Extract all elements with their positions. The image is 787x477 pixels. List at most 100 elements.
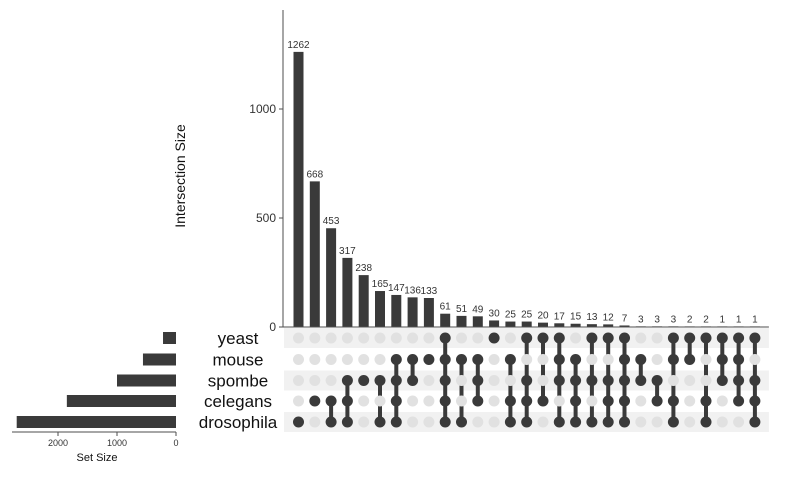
bar-value-label: 2 [703,314,709,325]
matrix-dot-inactive [684,375,696,386]
matrix-dot-active [749,416,761,428]
set-name-label: mouse [212,351,263,370]
matrix-dot-active [407,354,419,365]
matrix-dot-active [456,416,467,428]
matrix-dot-active [570,416,582,428]
matrix-dot-active [602,375,614,386]
matrix-dot-active [700,416,712,428]
set-name-label: drosophila [199,413,278,432]
matrix-dot-active [602,395,614,407]
matrix-dot-active [570,375,582,386]
matrix-dot-inactive [602,354,614,365]
matrix-dot-inactive [456,332,467,344]
matrix-dot-active [390,354,402,365]
matrix-dot-inactive [423,332,435,344]
matrix-dot-inactive [293,375,304,386]
matrix-dot-active [570,354,582,365]
matrix-dot-inactive [472,416,484,428]
intersection-bar [505,321,516,327]
matrix-dot-inactive [684,416,696,428]
bar-value-label: 3 [638,314,644,325]
matrix-dot-active [733,395,745,407]
matrix-dot-active [619,416,630,428]
matrix-dot-inactive [309,416,321,428]
matrix-dot-active [423,354,435,365]
matrix-dot-inactive [325,375,337,386]
matrix-dot-inactive [341,332,353,344]
matrix-dot-active [390,395,402,407]
matrix-dot-active [374,375,386,386]
matrix-dot-inactive [488,375,500,386]
matrix-dot-active [651,375,663,386]
matrix-dot-inactive [358,354,370,365]
matrix-dot-active [635,375,647,386]
matrix-dot-inactive [586,395,598,407]
matrix-dot-active [733,354,745,365]
matrix-dot-active [325,416,337,428]
intersection-bar [407,297,418,327]
bar-value-label: 147 [388,283,405,294]
matrix-dot-active [439,332,451,344]
matrix-dot-active [358,375,370,386]
matrix-dot-inactive [521,354,533,365]
matrix-dot-active [439,375,451,386]
matrix-dot-inactive [586,354,598,365]
intersection-bar [456,315,467,327]
matrix-dot-inactive [635,416,647,428]
bar-value-label: 453 [323,216,340,227]
bar-value-label: 1 [752,314,758,325]
matrix-dot-active [439,416,451,428]
matrix-dot-active [619,354,630,365]
matrix-dot-inactive [407,332,419,344]
matrix-dot-active [749,332,761,344]
matrix-dot-active [716,354,728,365]
intersection-bar [619,325,630,327]
matrix-dot-active [619,395,630,407]
matrix-dot-inactive [374,332,386,344]
set-name-label: celegans [204,392,272,411]
bar-value-label: 25 [521,310,533,321]
matrix-dot-inactive [749,354,761,365]
set-name-label: spombe [208,372,268,391]
matrix-dot-active [439,354,451,365]
bar-value-label: 17 [554,311,566,322]
intersection-bar [326,228,337,327]
matrix-dot-inactive [488,416,500,428]
intersection-bar [570,323,581,327]
matrix-dot-active [553,375,565,386]
intersection-bar [489,320,500,327]
matrix-dot-active [700,332,712,344]
matrix-dot-inactive [472,332,484,344]
matrix-dot-active [602,332,614,344]
matrix-dot-active [472,354,484,365]
set-size-bar [142,353,176,366]
set-size-tick-label: 2000 [48,438,68,448]
matrix-dot-inactive [504,332,516,344]
matrix-dot-active [570,395,582,407]
matrix-dot-inactive [716,395,728,407]
intersection-bar [603,324,614,327]
matrix-dot-active [667,354,679,365]
matrix-dot-inactive [553,395,565,407]
matrix-dot-inactive [667,375,679,386]
matrix-dot-inactive [570,332,582,344]
set-size-tick-label: 0 [173,438,178,448]
matrix-dot-active [619,375,630,386]
matrix-dot-active [521,416,533,428]
bar-value-label: 12 [603,312,615,323]
matrix-dot-active [619,332,630,344]
y-tick-label: 500 [256,211,276,225]
matrix-dot-active [586,416,598,428]
matrix-dot-inactive [423,416,435,428]
matrix-dot-inactive [537,354,549,365]
matrix-dot-inactive [537,375,549,386]
matrix-dot-inactive [684,395,696,407]
matrix-dot-inactive [537,416,549,428]
intersection-bar [472,316,483,327]
bar-value-label: 7 [622,313,628,324]
intersection-bar [358,275,369,327]
bar-value-label: 133 [421,286,438,297]
matrix-dot-active [749,375,761,386]
matrix-dot-inactive [358,332,370,344]
matrix-dot-active [472,395,484,407]
